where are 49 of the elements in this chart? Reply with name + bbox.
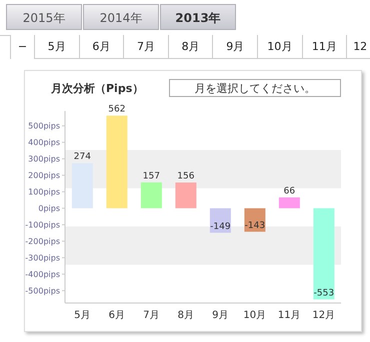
x-tick-label: 6月 <box>108 310 125 322</box>
data-label: -149 <box>210 222 231 232</box>
y-tick-label: 400pips <box>28 138 60 148</box>
data-label: -553 <box>314 288 334 298</box>
y-tick-label: 0pips <box>38 204 60 214</box>
text: − <box>10 35 34 59</box>
x-tick-label: 10月 <box>243 310 266 322</box>
bar <box>210 208 231 233</box>
x-tick-label: 7月 <box>143 310 160 322</box>
data-label: -143 <box>244 220 266 231</box>
data-label: 274 <box>74 152 92 162</box>
x-tick-label: 8月 <box>178 310 194 322</box>
text: 2015年 <box>6 4 82 30</box>
data-label: 562 <box>108 104 126 115</box>
y-tick-label: -300pips <box>25 254 60 263</box>
y-tick-label: -500pips <box>25 286 60 296</box>
x-tick-label: 9月 <box>212 310 228 322</box>
text: 12 <box>346 35 370 59</box>
bar <box>140 182 162 208</box>
bar <box>175 182 196 208</box>
text: 9月 <box>212 35 257 59</box>
text: 6月 <box>78 35 124 59</box>
y-tick-label: 500pips <box>28 122 60 131</box>
x-tick-label: 11月 <box>278 310 301 322</box>
text: 7月 <box>123 35 168 59</box>
text: 2013年 <box>160 4 236 30</box>
text: 2014年 <box>83 4 159 30</box>
text: 5月 <box>34 35 79 59</box>
y-tick-label: 100pips <box>28 188 60 197</box>
y-tick-label: -400pips <box>25 270 60 279</box>
x-tick-label: 12月 <box>312 310 336 322</box>
bar <box>244 208 266 232</box>
bar <box>313 208 334 300</box>
bar <box>106 116 128 208</box>
bar <box>72 163 93 208</box>
text: 11月 <box>302 35 346 59</box>
data-label: 66 <box>284 186 296 196</box>
y-tick-label: 300pips <box>28 154 60 164</box>
data-label: 156 <box>177 172 195 182</box>
chart-title: 月次分析（Pips） <box>51 81 144 96</box>
text: 10月 <box>257 35 302 59</box>
text: 月を選択してください。 <box>169 79 341 97</box>
y-tick-label: 200pips <box>28 171 60 180</box>
y-tick-label: -100pips <box>25 220 60 230</box>
data-label: 157 <box>142 171 160 182</box>
bar <box>278 197 300 208</box>
text: 8月 <box>168 35 212 59</box>
x-tick-label: 5月 <box>74 310 90 322</box>
y-tick-label: -200pips <box>25 237 60 246</box>
